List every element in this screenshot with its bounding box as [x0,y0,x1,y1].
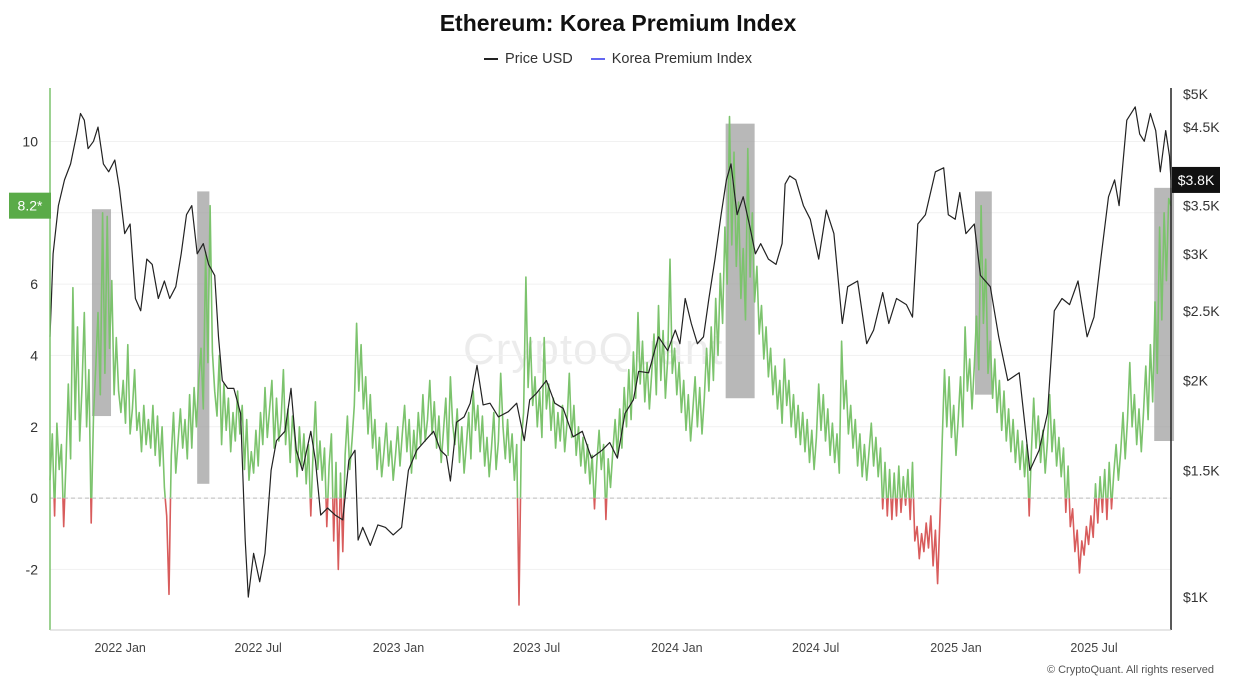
premium-line-negative-segment [90,498,93,524]
right-tick-label: $1.5K [1183,462,1220,478]
premium-line-negative-segment [332,498,336,542]
x-tick-label: 2025 Jan [930,641,981,655]
premium-line-positive-segment [901,475,906,499]
x-tick-label: 2023 Jul [513,641,560,655]
premium-line-negative-segment [912,498,942,585]
premium-line-positive-segment [605,115,884,499]
premium-line-negative-segment [62,498,66,528]
left-tick-label: 2 [30,419,38,435]
premium-line-negative-segment [885,498,889,517]
premium-line-positive-segment [90,212,166,499]
x-tick-label: 2023 Jan [373,641,424,655]
premium-line-positive-segment [905,468,910,499]
legend-item-price[interactable]: Price USD [484,51,573,67]
premium-line-positive-segment [334,461,338,499]
x-tick-label: 2024 Jul [792,641,839,655]
right-tick-label: $2.5K [1183,303,1220,319]
premium-line-positive-segment [887,468,892,499]
legend-label-premium: Korea Premium Index [611,51,752,67]
premium-line-negative-segment [53,498,56,517]
premium-line-negative-segment [1068,498,1096,574]
legend-swatch-price [484,58,499,60]
premium-line-negative-segment [908,498,912,521]
premium-series [49,115,1172,606]
premium-line-positive-segment [939,204,1030,499]
right-tick-label: $2K [1183,372,1209,388]
premium-line-negative-segment [335,498,341,571]
premium-current-badge [9,192,51,219]
premium-line-negative-segment [1095,498,1100,524]
premium-line-negative-segment [890,498,894,521]
price-current-value: $3.8K [1178,172,1215,188]
premium-line-negative-segment [904,498,907,506]
premium-line-positive-segment [54,422,64,499]
right-tick-label: $4.5K [1183,119,1220,135]
premium-line-negative-segment [881,498,885,510]
right-tick-label: $1K [1183,589,1209,605]
premium-line-positive-segment [49,433,55,499]
premium-line-positive-segment [892,472,897,499]
x-tick-label: 2022 Jul [235,641,282,655]
left-tick-label: 4 [30,347,38,363]
right-tick-label: $5K [1183,86,1209,102]
premium-line-negative-segment [1064,498,1068,514]
right-tick-label: $3.5K [1183,198,1220,214]
premium-line-positive-segment [327,433,334,499]
premium-line-negative-segment [1100,498,1104,514]
premium-line-negative-segment [1027,498,1031,517]
premium-line-negative-segment [1110,498,1113,510]
premium-line-positive-segment [1094,483,1098,499]
premium-line-positive-segment [1102,468,1107,499]
left-tick-label: 6 [30,276,38,292]
premium-current-value: 8.2* [18,198,43,214]
price-current-badge [1172,166,1220,193]
copyright: © CryptoQuant. All rights reserved [1046,664,1214,676]
premium-line-negative-segment [516,498,522,606]
right-tick-label: $3K [1183,246,1209,262]
premium-line-negative-segment [1105,498,1109,521]
legend-label-price: Price USD [505,51,573,67]
price-series [49,106,1172,598]
legend-swatch-premium [590,58,605,60]
premium-line-negative-segment [164,498,172,596]
x-tick-label: 2024 Jan [651,641,702,655]
premium-line-positive-segment [1029,393,1067,499]
premium-line-negative-segment [309,498,313,517]
premium-line-positive-segment [339,472,343,499]
premium-line-positive-segment [310,401,327,499]
premium-line-positive-segment [1098,475,1103,499]
legend-item-premium[interactable]: Korea Premium Index [590,51,752,67]
premium-line-positive-segment [910,461,915,499]
premium-line-positive-segment [519,276,595,499]
premium-line-negative-segment [899,498,903,514]
left-tick-label: 10 [22,133,38,149]
premium-line-negative-segment [325,498,329,528]
premium-line-negative-segment [593,498,596,510]
premium-line-positive-segment [343,322,519,499]
premium-line-positive-segment [1107,461,1112,499]
axis-labels: 1086420-2$5K$4.5K$3.5K$3K$2.5K$2K$1.5K$1… [9,86,1220,655]
premium-line-positive-segment [169,204,311,499]
x-tick-label: 2025 Jul [1070,641,1117,655]
price-line [49,106,1172,598]
premium-line-positive-segment [63,286,92,499]
premium-line-positive-segment [896,465,902,499]
premium-line-negative-segment [894,498,899,517]
left-tick-label: -2 [26,561,39,577]
premium-line-positive-segment [1065,465,1071,499]
premium-line-negative-segment [604,498,608,521]
premium-line-positive-segment [1111,197,1172,499]
premium-line-positive-segment [882,461,888,499]
left-tick-label: 0 [30,490,38,506]
legend: Price USD Korea Premium Index [0,51,1236,67]
axes [49,88,1172,631]
chart-title: Ethereum: Korea Premium Index [439,10,797,36]
x-tick-label: 2022 Jan [94,641,145,655]
premium-line-positive-segment [594,429,607,499]
